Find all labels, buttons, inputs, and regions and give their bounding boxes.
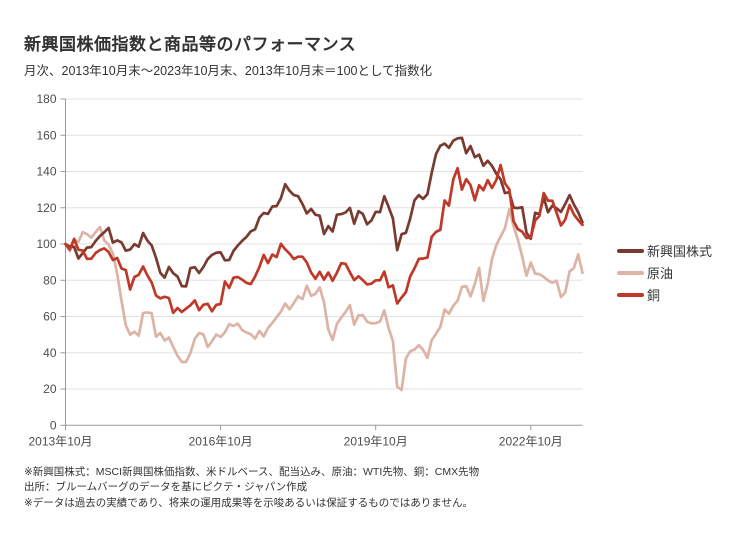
svg-text:2022年10月: 2022年10月 [499,434,563,448]
legend-label-crude-oil: 原油 [647,266,674,281]
series-line-2 [64,163,584,315]
svg-text:40: 40 [43,346,57,360]
svg-text:2016年10月: 2016年10月 [189,434,253,448]
em-equity-line-swatch-icon [617,248,644,253]
footnotes: ※新興国株式：MSCI新興国株価指数、米ドルベース、配当込み、原油：WTI先物、… [24,465,734,511]
series-line-0 [64,136,584,288]
footnote-source: 出所：ブルームバーグのデータを基にピクテ・ジャパン作成 [24,481,308,494]
y-axis-labels: 0 20 40 60 80 100 120 140 160 180 [36,92,56,432]
legend-label-copper: 銅 [647,288,661,303]
footnote-disclaimer: ※データは過去の実績であり、将来の運用成果等を示唆あるいは保証するものではありま… [24,496,473,509]
data-series-lines [64,136,584,392]
legend-item-crude-oil: 原油 [617,266,712,281]
svg-text:180: 180 [36,92,56,106]
svg-text:60: 60 [43,310,57,324]
gridlines [65,98,583,390]
legend: 新興国株式 原油 銅 [617,244,713,303]
svg-text:120: 120 [36,201,56,215]
copper-line-swatch-icon [617,292,644,297]
svg-text:80: 80 [43,273,57,287]
legend-item-copper: 銅 [617,288,712,303]
chart-title: 新興国株価指数と商品等のパフォーマンス [24,35,357,54]
svg-text:2013年10月: 2013年10月 [29,434,93,448]
svg-text:100: 100 [36,237,56,251]
svg-text:0: 0 [50,418,57,432]
svg-text:20: 20 [43,382,57,396]
chart-subtitle: 月次、2013年10月末～2023年10月末、2013年10月末＝100として指… [24,64,433,78]
series-line-1 [64,208,584,392]
axes [60,98,583,431]
x-axis-labels: 2013年10月 2016年10月 2019年10月 2022年10月 [29,434,563,448]
svg-text:140: 140 [36,165,56,179]
footnote-definitions: ※新興国株式：MSCI新興国株価指数、米ドルベース、配当込み、原油：WTI先物、… [24,466,480,478]
crude-oil-line-swatch-icon [617,270,644,275]
svg-text:160: 160 [36,128,56,142]
legend-label-em-equity: 新興国株式 [647,244,713,259]
svg-text:2019年10月: 2019年10月 [344,434,408,448]
legend-item-em-equity: 新興国株式 [617,244,713,259]
